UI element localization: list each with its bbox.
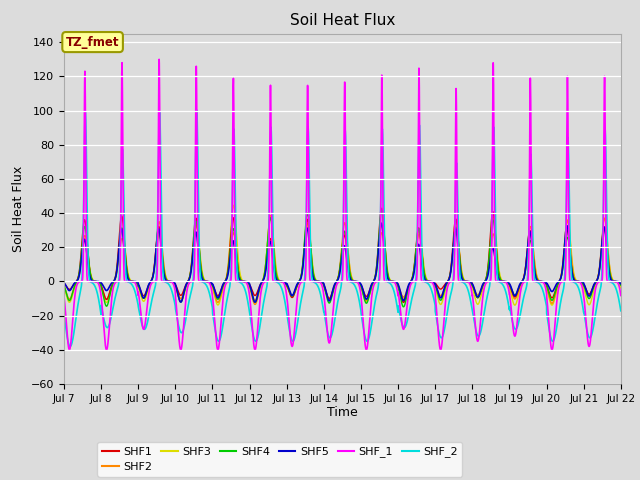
X-axis label: Time: Time xyxy=(327,407,358,420)
SHF4 xyxy=(60,283,68,288)
SHF1 xyxy=(499,278,507,284)
Text: TZ_fmet: TZ_fmet xyxy=(66,36,119,48)
SHF_1 xyxy=(60,293,68,299)
SHF_2 xyxy=(468,302,476,308)
Line: SHF1: SHF1 xyxy=(64,208,621,302)
SHF3 xyxy=(499,278,507,284)
SHF3 xyxy=(160,264,168,270)
SHF1 xyxy=(617,281,625,287)
SHF_1 xyxy=(617,293,625,299)
SHF_1 xyxy=(468,287,476,293)
SHF2 xyxy=(616,281,624,287)
SHF_2 xyxy=(322,320,330,326)
SHF5 xyxy=(436,295,444,300)
SHF1 xyxy=(378,205,385,211)
SHF5 xyxy=(60,280,68,286)
SHF3 xyxy=(616,284,624,289)
SHF4 xyxy=(378,208,385,214)
SHF1 xyxy=(468,279,476,285)
Line: SHF5: SHF5 xyxy=(64,223,621,302)
SHF1 xyxy=(616,281,624,287)
SHF3 xyxy=(511,302,518,308)
SHF_1 xyxy=(161,278,168,284)
SHF4 xyxy=(436,298,444,303)
SHF5 xyxy=(378,220,385,226)
Y-axis label: Soil Heat Flux: Soil Heat Flux xyxy=(12,166,25,252)
Line: SHF2: SHF2 xyxy=(64,216,621,304)
Line: SHF_1: SHF_1 xyxy=(64,60,621,350)
SHF5 xyxy=(617,281,625,287)
SHF_2 xyxy=(67,344,74,349)
SHF3 xyxy=(322,288,330,294)
SHF5 xyxy=(252,300,259,305)
SHF_1 xyxy=(322,312,330,318)
SHF4 xyxy=(468,281,476,287)
SHF1 xyxy=(160,269,168,275)
SHF_2 xyxy=(499,282,507,288)
SHF_2 xyxy=(616,305,624,311)
SHF4 xyxy=(616,281,624,287)
SHF2 xyxy=(160,264,168,270)
SHF_2 xyxy=(617,308,625,314)
SHF2 xyxy=(267,213,275,218)
SHF3 xyxy=(60,285,68,290)
SHF5 xyxy=(322,287,330,293)
SHF_2 xyxy=(161,278,168,284)
SHF2 xyxy=(436,293,444,299)
SHF2 xyxy=(468,281,476,287)
SHF4 xyxy=(160,268,168,274)
SHF3 xyxy=(467,282,475,288)
SHF4 xyxy=(399,304,407,310)
SHF3 xyxy=(230,203,237,208)
SHF4 xyxy=(499,278,507,284)
SHF_1 xyxy=(436,347,444,353)
SHF5 xyxy=(616,280,624,286)
SHF3 xyxy=(436,301,444,307)
SHF5 xyxy=(468,280,476,286)
SHF1 xyxy=(322,287,330,293)
SHF_2 xyxy=(60,312,68,318)
SHF1 xyxy=(436,286,444,292)
SHF_2 xyxy=(193,107,200,113)
SHF2 xyxy=(499,278,507,284)
SHF_2 xyxy=(436,335,444,340)
SHF_1 xyxy=(65,347,73,353)
SHF4 xyxy=(617,282,625,288)
Legend: SHF1, SHF2, SHF3, SHF4, SHF5, SHF_1, SHF_2: SHF1, SHF2, SHF3, SHF4, SHF5, SHF_1, SHF… xyxy=(97,442,462,477)
SHF2 xyxy=(252,301,259,307)
SHF2 xyxy=(617,282,625,288)
SHF_1 xyxy=(156,57,163,62)
SHF3 xyxy=(617,285,625,291)
SHF_1 xyxy=(616,289,624,295)
SHF1 xyxy=(60,280,68,286)
SHF2 xyxy=(60,283,68,288)
Line: SHF3: SHF3 xyxy=(64,205,621,305)
SHF1 xyxy=(399,300,407,305)
SHF5 xyxy=(499,278,507,284)
SHF4 xyxy=(322,289,330,295)
Line: SHF_2: SHF_2 xyxy=(64,110,621,347)
Line: SHF4: SHF4 xyxy=(64,211,621,307)
SHF5 xyxy=(160,272,168,278)
SHF_1 xyxy=(499,278,507,284)
SHF2 xyxy=(322,289,330,295)
Title: Soil Heat Flux: Soil Heat Flux xyxy=(290,13,395,28)
